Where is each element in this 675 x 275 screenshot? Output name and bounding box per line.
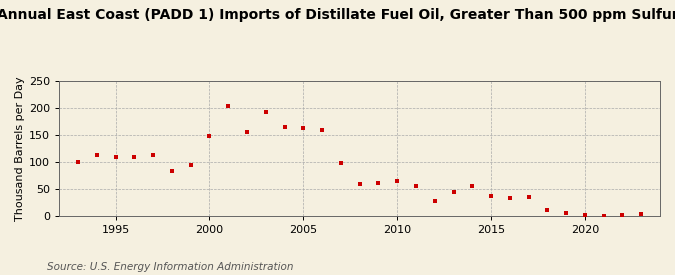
- Point: [504, 196, 515, 200]
- Point: [335, 161, 346, 166]
- Point: [242, 130, 252, 134]
- Text: Source: U.S. Energy Information Administration: Source: U.S. Energy Information Administ…: [47, 262, 294, 272]
- Y-axis label: Thousand Barrels per Day: Thousand Barrels per Day: [15, 76, 25, 221]
- Point: [91, 152, 102, 157]
- Point: [186, 163, 196, 167]
- Point: [261, 110, 271, 115]
- Point: [110, 155, 121, 160]
- Point: [485, 194, 496, 198]
- Point: [598, 213, 609, 218]
- Point: [148, 152, 159, 157]
- Point: [580, 213, 591, 217]
- Point: [617, 213, 628, 217]
- Point: [354, 182, 365, 186]
- Point: [448, 190, 459, 194]
- Point: [636, 212, 647, 216]
- Point: [410, 184, 421, 189]
- Point: [73, 160, 84, 164]
- Point: [204, 134, 215, 138]
- Point: [542, 208, 553, 213]
- Point: [129, 155, 140, 159]
- Point: [561, 211, 572, 215]
- Point: [223, 104, 234, 109]
- Point: [279, 125, 290, 129]
- Point: [373, 180, 384, 185]
- Point: [167, 169, 178, 173]
- Point: [392, 179, 402, 183]
- Point: [317, 128, 327, 132]
- Text: Annual East Coast (PADD 1) Imports of Distillate Fuel Oil, Greater Than 500 ppm : Annual East Coast (PADD 1) Imports of Di…: [0, 8, 675, 22]
- Point: [467, 184, 478, 189]
- Point: [523, 195, 534, 199]
- Point: [298, 126, 308, 130]
- Point: [429, 199, 440, 203]
